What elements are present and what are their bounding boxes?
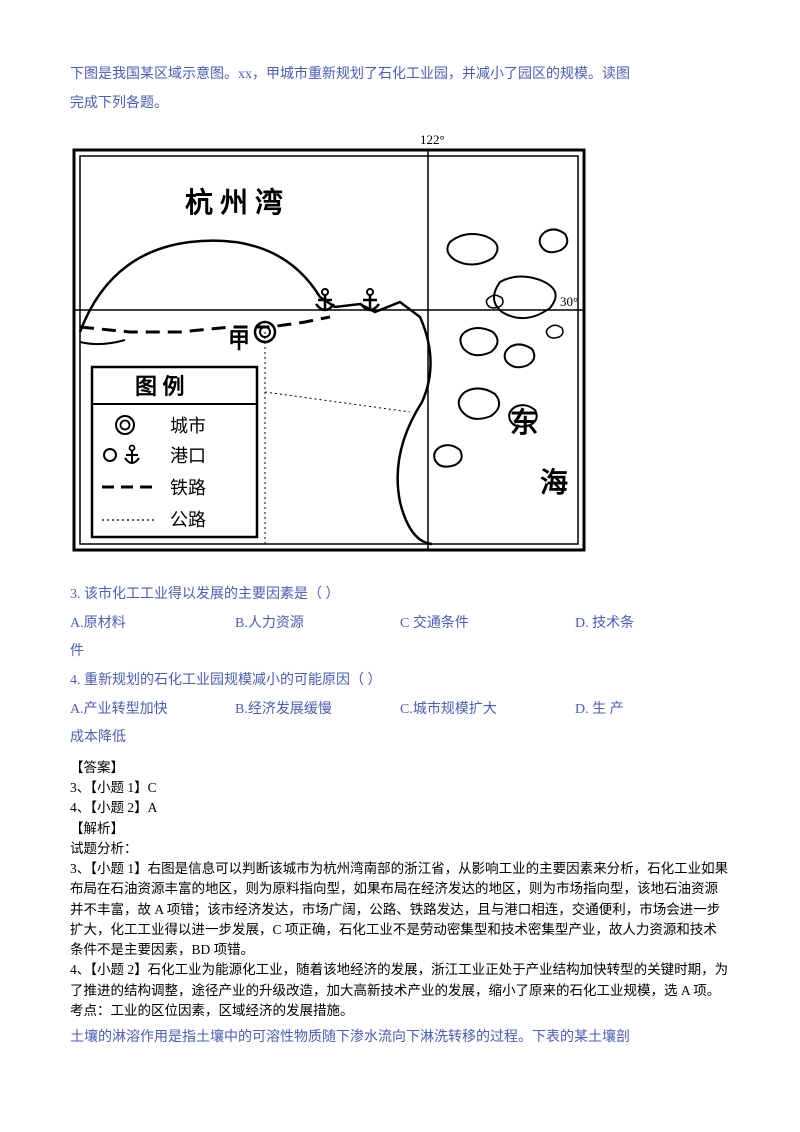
ans-l2: 3、【小题 1】C xyxy=(70,778,730,798)
q3-stem: 3. 该市化工工业得以发展的主要因素是（ ） xyxy=(70,582,730,609)
intro-line1: 下图是我国某区域示意图。xx，甲城市重新规划了石化工业园，并减小了园区的规模。读… xyxy=(70,62,730,89)
legend-road: 公路 xyxy=(170,510,206,530)
port-icon xyxy=(316,289,334,310)
q3-opt-c: C 交通条件 xyxy=(400,611,575,638)
q4-opt-c: C.城市规模扩大 xyxy=(400,697,575,724)
q4-opt-b: B.经济发展缓慢 xyxy=(235,697,400,724)
q4-stem: 4. 重新规划的石化工业园规模减小的可能原因（ ） xyxy=(70,668,730,695)
legend-title: 图 例 xyxy=(135,374,185,399)
q3-opt-b: B.人力资源 xyxy=(235,611,400,638)
ans-l4: 【解析】 xyxy=(70,819,730,839)
bay-label: 杭 州 湾 xyxy=(185,186,283,219)
ans-l6: 3、【小题 1】右图是信息可以判断该城市为杭州湾南部的浙江省，从影响工业的主要因… xyxy=(70,859,730,960)
ans-l8: 考点：工业的区位因素，区域经济的发展措施。 xyxy=(70,1001,730,1021)
q4-opt-d: D. 生 产 xyxy=(575,697,624,724)
q3-options: A.原材料 B.人力资源 C 交通条件 D. 技术条 xyxy=(70,611,730,638)
q4-opt-a: A.产业转型加快 xyxy=(70,697,235,724)
map-figure: 122° 30° 杭 州 湾 东 海 xyxy=(70,132,730,562)
city-label: 甲 xyxy=(228,328,250,353)
ans-l7: 4、【小题 2】石化工业为能源化工业，随着该地经济的发展，浙江工业正处于产业结构… xyxy=(70,960,730,1001)
intro-line2: 完成下列各题。 xyxy=(70,91,730,118)
q4-opt-d-cont: 成本降低 xyxy=(70,725,730,752)
port-icon xyxy=(361,289,379,310)
legend-city: 城市 xyxy=(170,416,206,436)
q3-opt-a: A.原材料 xyxy=(70,611,235,638)
bottom-text: 土壤的淋溶作用是指土壤中的可溶性物质随下渗水流向下淋洗转移的过程。下表的某土壤剖 xyxy=(70,1025,730,1052)
legend-rail: 铁路 xyxy=(170,478,206,498)
q3-opt-d-cont: 件 xyxy=(70,639,730,666)
answer-block: 【答案】 3、【小题 1】C 4、【小题 2】A 【解析】 试题分析： 3、【小… xyxy=(70,758,730,1021)
lon-label: 122° xyxy=(420,132,445,147)
sea-label2: 海 xyxy=(540,467,568,499)
q4-options: A.产业转型加快 B.经济发展缓慢 C.城市规模扩大 D. 生 产 xyxy=(70,697,730,724)
map-svg: 122° 30° 杭 州 湾 东 海 xyxy=(70,132,592,562)
lat-label: 30° xyxy=(560,294,578,309)
ans-l3: 4、【小题 2】A xyxy=(70,798,730,818)
ans-l1: 【答案】 xyxy=(70,758,730,778)
ans-l5: 试题分析： xyxy=(70,839,730,859)
legend-port: 港口 xyxy=(170,446,206,466)
q3-opt-d: D. 技术条 xyxy=(575,611,634,638)
